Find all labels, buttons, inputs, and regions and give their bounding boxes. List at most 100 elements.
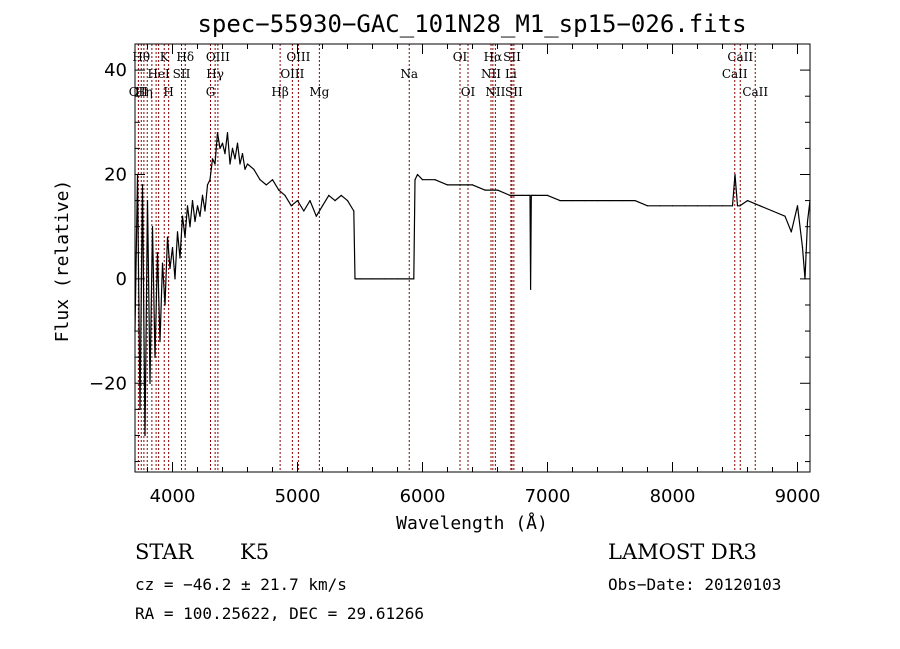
spectrum-point-69 [409, 278, 411, 280]
emission-label-0: OII [129, 85, 149, 99]
spectrum-point-104 [736, 205, 739, 207]
spectrum-point-22 [189, 226, 191, 228]
spectrum-point-61 [346, 200, 349, 202]
spectrum-point-96 [659, 205, 661, 207]
coordinates: RA = 100.25622, DEC = 29.61266 [135, 604, 424, 623]
spectrum-point-102 [731, 205, 734, 207]
emission-label-10: Hδ [176, 50, 194, 64]
spectrum-point-87 [546, 194, 549, 196]
emission-label-20: OI [461, 85, 476, 99]
spectrum-point-7 [151, 226, 154, 228]
spectrum-point-112 [801, 247, 804, 249]
spectrum-point-105 [739, 205, 741, 207]
spectrum-point-64 [355, 278, 357, 280]
y-tick-label-0: −20 [89, 373, 127, 394]
spectrum-point-5 [146, 200, 149, 202]
emission-label-2: Hη [135, 85, 153, 99]
spectrum-point-80 [509, 194, 511, 196]
spectrum-point-59 [334, 200, 336, 202]
spectrum-point-110 [790, 231, 792, 233]
spectrum-point-26 [199, 215, 201, 217]
emission-label-17: Mg [309, 85, 329, 99]
emission-label-19: OI [453, 50, 468, 64]
spectrum-point-3 [141, 184, 144, 186]
emission-label-29: CaII [742, 85, 768, 99]
spectrum-point-66 [371, 278, 374, 280]
spectrum-point-114 [806, 220, 809, 223]
spectrum-point-99 [696, 205, 699, 207]
spectrum-point-47 [259, 179, 261, 181]
spectrum-point-14 [169, 267, 171, 269]
spectrum-point-19 [181, 215, 184, 217]
spectrum-point-98 [684, 205, 686, 207]
spectrum-point-50 [278, 189, 280, 191]
emission-label-26: SII [505, 85, 523, 99]
spectrum-point-89 [571, 200, 574, 202]
spectrum-point-77 [471, 184, 474, 186]
spectrum-point-32 [214, 163, 216, 165]
spectrum-point-83 [530, 288, 532, 290]
spectrum-point-91 [596, 200, 599, 202]
spectrum-point-15 [171, 247, 174, 249]
x-tick-label-0: 4000 [150, 486, 196, 507]
spectrum-point-17 [176, 231, 179, 233]
spectrum-point-33 [216, 132, 219, 134]
spectrum-point-20 [184, 236, 186, 238]
object-subclass: K5 [240, 540, 270, 564]
emission-label-8: H [163, 85, 173, 99]
spectrum-point-43 [241, 153, 244, 155]
spectrum-point-24 [194, 220, 196, 223]
spectrum-point-106 [746, 200, 749, 202]
emission-lines-layer [137, 44, 756, 472]
spectrum-point-46 [253, 168, 255, 170]
spectrum-point-92 [609, 200, 611, 202]
spectrum-point-23 [191, 200, 194, 202]
spectrum-point-97 [671, 205, 674, 207]
spectrum-point-18 [179, 257, 181, 259]
spectrum-point-9 [156, 252, 159, 254]
spectrum-point-109 [784, 215, 786, 217]
spectrum-point-67 [384, 278, 386, 280]
spectrum-point-73 [421, 179, 424, 181]
spectrum-point-81 [521, 194, 524, 196]
spectrum-point-84 [530, 194, 532, 196]
x-tick-label-4: 8000 [650, 486, 696, 507]
spectrum-point-12 [164, 304, 166, 306]
spectrum-point-31 [211, 158, 214, 160]
spectrum-point-52 [290, 205, 292, 207]
spectrum-point-34 [219, 147, 221, 149]
emission-label-6: HeI [147, 67, 170, 81]
emission-label-16: OIII [286, 50, 310, 64]
spectrum-point-49 [271, 179, 274, 181]
spectrum-point-108 [771, 210, 774, 212]
emission-label-23: NII [485, 85, 505, 99]
emission-label-13: OIII [206, 50, 230, 64]
spectrum-point-111 [796, 205, 799, 207]
spectrum-point-55 [309, 200, 311, 202]
spectrum-point-101 [721, 205, 724, 207]
emission-label-1: Hθ [132, 50, 150, 64]
spectrum-point-51 [284, 194, 286, 196]
spectrum-point-21 [186, 205, 189, 207]
spectrum-point-35 [221, 142, 224, 144]
emission-labels-layer: OIIHθHηHeIKHSIIHδGHγOIIIHβOIIIOIIIMgNaOI… [129, 50, 769, 99]
spectrum-point-36 [224, 153, 226, 155]
spectrum-point-58 [328, 194, 330, 196]
spectrum-point-6 [149, 382, 151, 384]
spectrum-point-38 [229, 163, 231, 165]
emission-label-25: SII [503, 50, 521, 64]
spectrum-point-82 [529, 194, 531, 196]
emission-label-24: Li [505, 67, 517, 81]
emission-label-21: NII [481, 67, 501, 81]
axis-ticks: 4000 5000 6000 7000 8000 9000 −20 0 20 40 [89, 43, 820, 507]
spectrum-point-63 [354, 278, 356, 280]
spectrum-point-57 [321, 205, 324, 207]
y-tick-label-2: 20 [104, 164, 127, 185]
spectrum-point-29 [206, 184, 209, 186]
spectrum-point-42 [239, 163, 241, 165]
spectrum-point-103 [734, 173, 736, 176]
emission-label-9: SII [173, 67, 191, 81]
emission-label-11: G [206, 85, 216, 99]
spectrum-point-39 [231, 147, 234, 149]
spectrum-point-79 [496, 189, 499, 191]
